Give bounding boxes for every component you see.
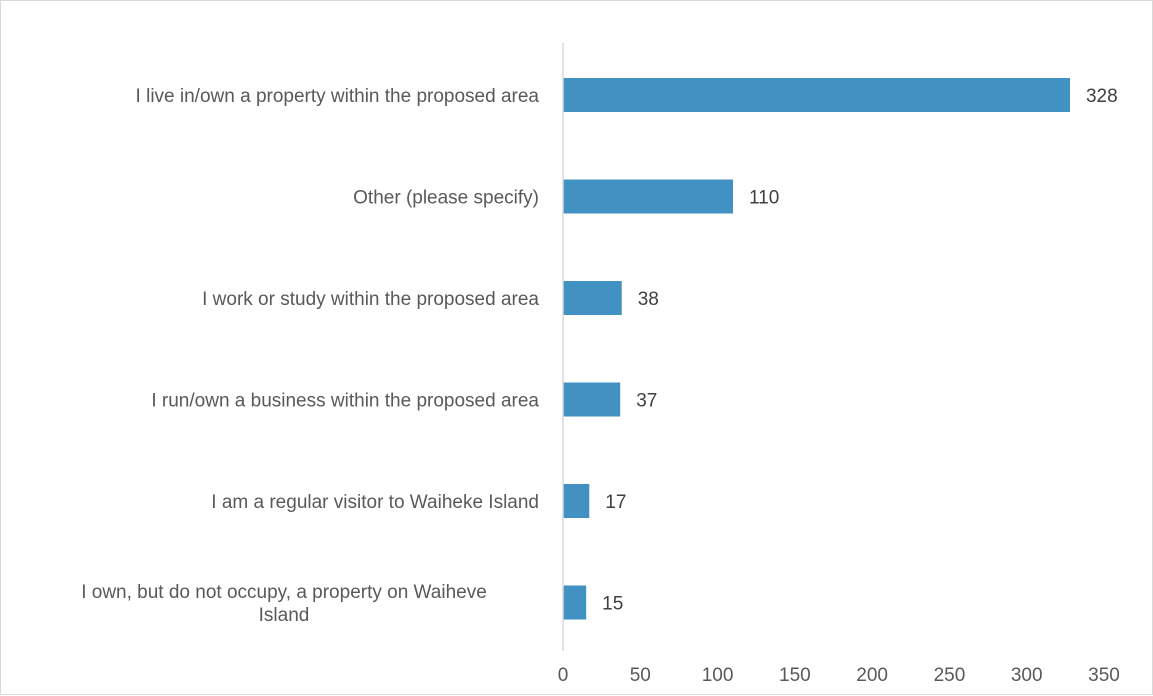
tick-label: 350 [1088, 665, 1120, 686]
category-label: Other (please specify) [353, 188, 539, 209]
x-axis-ticks: 0 50 100 150 200 250 300 350 [558, 665, 1120, 686]
data-label: 37 [636, 391, 657, 412]
bars-layer [563, 78, 1070, 620]
bar [563, 179, 734, 214]
bar [563, 281, 622, 315]
category-label: I work or study within the proposed area [202, 289, 539, 310]
tick-label: 250 [934, 665, 966, 686]
tick-label: 300 [1011, 665, 1043, 686]
data-label: 328 [1086, 86, 1118, 107]
tick-label: 50 [630, 665, 651, 686]
data-label: 15 [602, 594, 623, 615]
tick-label: 100 [702, 665, 734, 686]
tick-label: 200 [856, 665, 888, 686]
category-label: Island [259, 605, 310, 626]
category-label: I live in/own a property within the prop… [136, 86, 540, 107]
category-label: I am a regular visitor to Waiheke Island [211, 492, 539, 513]
tick-label: 0 [558, 665, 569, 686]
bar [563, 382, 621, 417]
data-label: 38 [638, 289, 659, 310]
category-labels: I live in/own a property within the prop… [81, 86, 539, 626]
bar [563, 484, 590, 518]
data-labels: 328 110 38 37 17 15 [602, 86, 1118, 615]
category-label: I run/own a business within the proposed… [151, 391, 539, 412]
data-label: 110 [749, 188, 779, 209]
tick-label: 150 [779, 665, 811, 686]
bar [563, 585, 587, 620]
category-label: I own, but do not occupy, a property on … [81, 582, 487, 603]
bar [563, 78, 1070, 112]
data-label: 17 [605, 492, 626, 513]
